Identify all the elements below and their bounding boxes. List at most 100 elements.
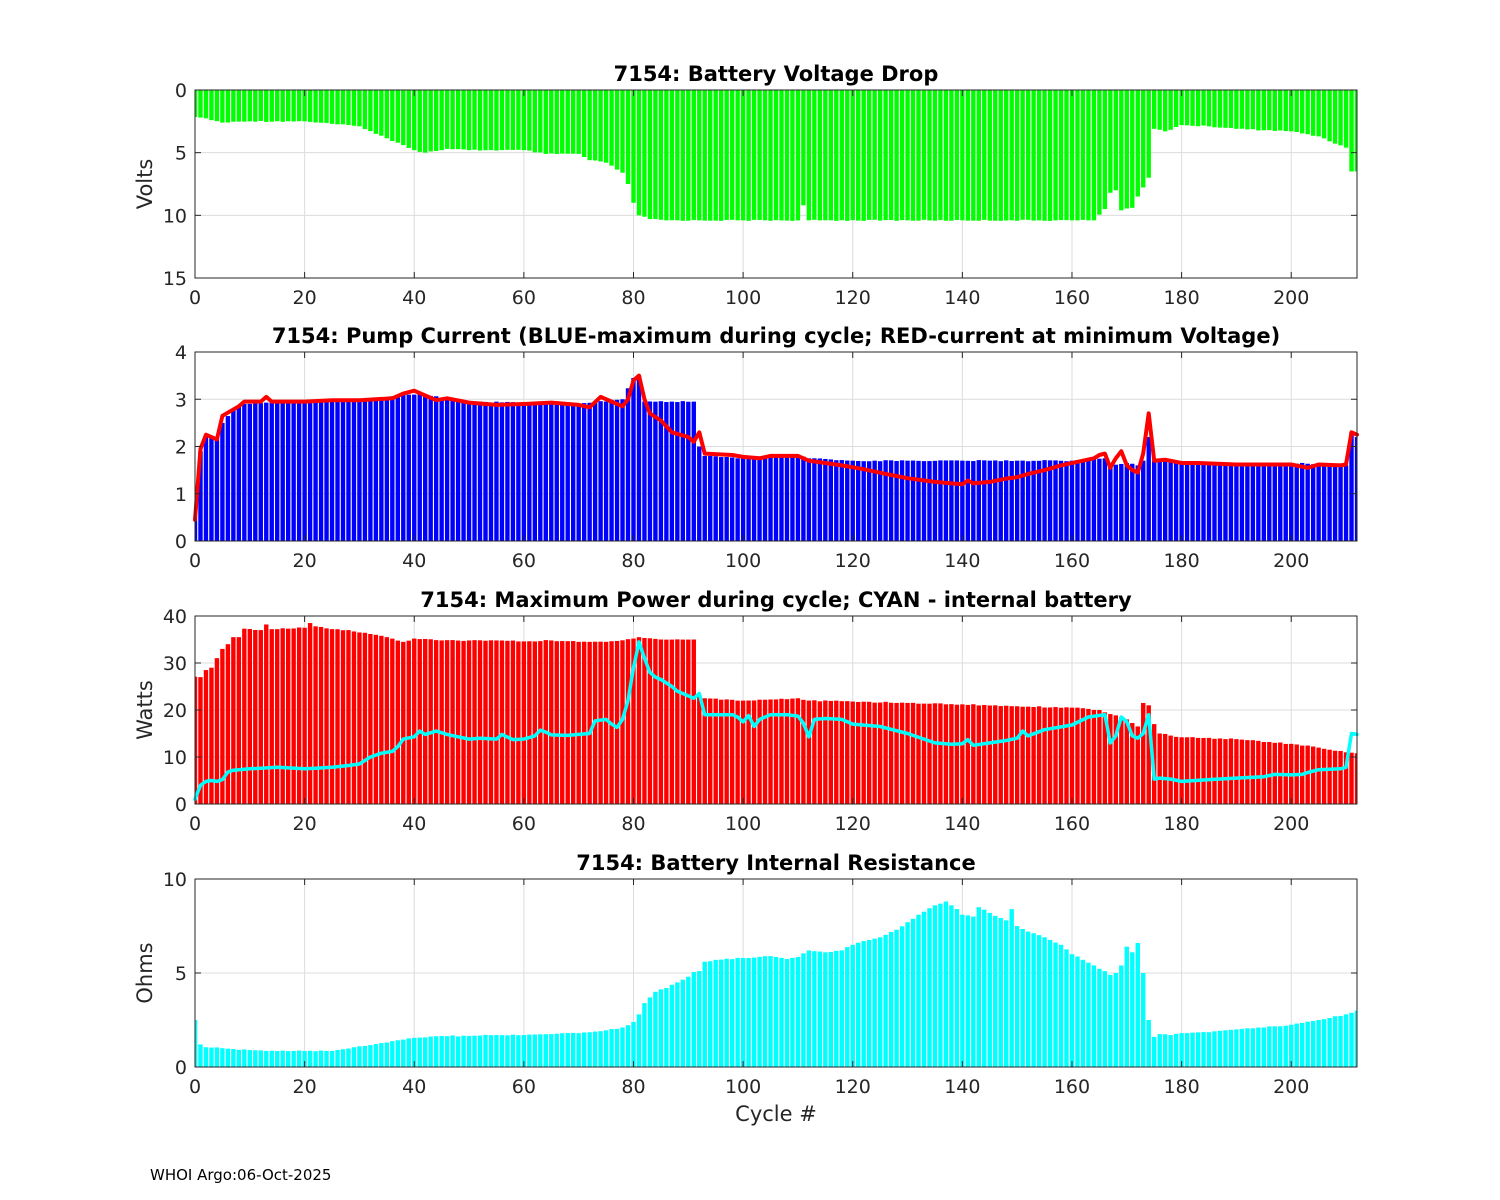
bar-cycle-90 <box>686 639 691 804</box>
bar-cycle-109 <box>790 957 795 1067</box>
bar-cycle-52 <box>477 401 483 541</box>
y-axis-label: Ohms <box>133 942 157 1003</box>
bar-cycle-43 <box>428 639 433 804</box>
bar-cycle-203 <box>1305 1021 1310 1067</box>
bar-cycle-20 <box>302 90 307 122</box>
bar-cycle-190 <box>1234 1029 1239 1067</box>
y-tick-label: 5 <box>175 143 187 165</box>
bar-cycle-21 <box>307 401 313 541</box>
bar-cycle-132 <box>916 703 921 804</box>
bar-cycle-126 <box>883 934 888 1067</box>
bar-cycle-105 <box>768 90 773 221</box>
bar-cycle-46 <box>444 1036 450 1067</box>
bar-cycle-192 <box>1245 463 1250 541</box>
bar-cycle-119 <box>845 90 850 221</box>
x-tick-label: 100 <box>725 813 761 835</box>
bar-cycle-156 <box>1047 707 1053 804</box>
bar-cycle-20 <box>302 1051 307 1067</box>
bar-cycle-203 <box>1305 745 1310 804</box>
bar-cycle-191 <box>1239 90 1245 129</box>
bar-cycle-107 <box>779 455 784 541</box>
bar-cycle-1 <box>198 451 203 541</box>
bar-cycle-65 <box>549 90 554 154</box>
bar-cycle-157 <box>1053 707 1058 804</box>
bar-cycle-82 <box>642 90 647 217</box>
bar-cycle-3 <box>209 436 214 541</box>
bar-cycle-53 <box>483 640 488 804</box>
bar-cycle-210 <box>1343 752 1349 804</box>
bar-cycle-33 <box>373 634 379 804</box>
bar-cycle-147 <box>998 706 1003 804</box>
bar-cycle-78 <box>620 399 625 541</box>
bar-cycle-134 <box>927 461 932 541</box>
bar-cycle-193 <box>1250 463 1256 541</box>
bar-cycle-56 <box>499 402 505 541</box>
bar-cycle-51 <box>472 402 477 541</box>
bar-cycle-147 <box>998 461 1003 541</box>
y-tick-label: 0 <box>175 794 187 816</box>
x-tick-label: 200 <box>1273 287 1309 309</box>
bar-cycle-160 <box>1069 460 1075 541</box>
bar-cycle-62 <box>532 90 538 153</box>
bar-cycle-56 <box>499 90 505 151</box>
bar-cycle-66 <box>554 641 559 804</box>
bar-cycle-127 <box>888 702 894 804</box>
bar-cycle-205 <box>1316 90 1321 137</box>
bar-cycle-106 <box>773 90 779 221</box>
bar-cycle-69 <box>571 90 576 154</box>
bar-cycle-142 <box>971 461 976 541</box>
bar-cycle-36 <box>390 90 395 141</box>
bar-cycle-161 <box>1075 956 1080 1067</box>
bar-cycle-1 <box>198 90 203 118</box>
bar-cycle-183 <box>1195 462 1201 541</box>
x-tick-label: 100 <box>725 1076 761 1098</box>
bar-cycle-12 <box>258 403 263 541</box>
bar-cycle-13 <box>264 624 269 804</box>
bar-cycle-207 <box>1327 464 1332 541</box>
bar-cycle-34 <box>379 1043 384 1067</box>
bar-cycle-195 <box>1261 462 1267 541</box>
bar-cycle-66 <box>554 403 559 541</box>
bar-cycle-174 <box>1146 705 1151 804</box>
bar-cycle-16 <box>280 628 285 804</box>
bar-cycle-7 <box>231 408 236 541</box>
bar-cycle-19 <box>296 401 302 541</box>
bar-cycle-141 <box>965 915 971 1067</box>
bar-cycle-137 <box>943 901 949 1067</box>
bar-cycle-155 <box>1042 460 1047 541</box>
bar-cycle-195 <box>1261 1027 1267 1067</box>
bar-cycle-185 <box>1206 90 1212 127</box>
bar-cycle-133 <box>921 90 927 220</box>
bar-cycle-51 <box>472 1035 477 1067</box>
bar-cycle-133 <box>921 703 927 804</box>
y-tick-label: 40 <box>163 606 187 628</box>
bar-cycle-106 <box>773 956 779 1067</box>
bar-cycle-31 <box>362 632 368 804</box>
bar-cycle-149 <box>1009 706 1014 804</box>
bar-cycle-100 <box>740 458 746 541</box>
bar-cycle-94 <box>708 90 713 221</box>
bar-cycle-164 <box>1091 965 1097 1067</box>
bar-cycle-3 <box>209 667 214 804</box>
bar-cycle-4 <box>214 658 220 804</box>
bar-cycle-21 <box>307 1050 313 1067</box>
bar-cycle-121 <box>856 701 861 804</box>
bar-cycle-85 <box>658 90 664 220</box>
bar-cycle-205 <box>1316 747 1321 804</box>
bar-cycle-11 <box>253 402 258 541</box>
bar-cycle-89 <box>680 979 686 1067</box>
bar-cycle-184 <box>1201 737 1206 804</box>
y-tick-label: 4 <box>175 342 187 364</box>
bar-cycle-132 <box>916 460 921 541</box>
y-axis-label: Watts <box>133 680 157 740</box>
bar-cycle-203 <box>1305 90 1310 135</box>
bar-cycle-13 <box>264 1050 269 1067</box>
bar-cycle-175 <box>1152 1036 1157 1067</box>
y-tick-label: 0 <box>175 531 187 553</box>
x-tick-label: 60 <box>512 287 536 309</box>
bar-cycle-176 <box>1157 90 1162 130</box>
bar-cycle-128 <box>894 461 899 541</box>
bar-cycle-62 <box>532 403 538 541</box>
bar-cycle-131 <box>910 460 916 541</box>
bar-cycle-153 <box>1031 707 1036 804</box>
